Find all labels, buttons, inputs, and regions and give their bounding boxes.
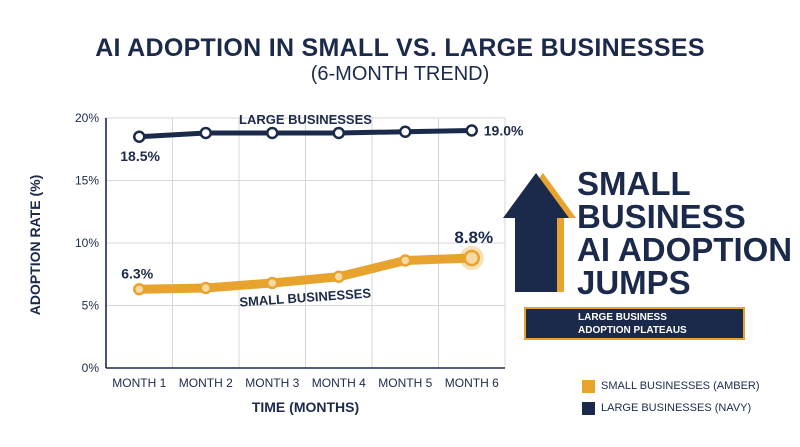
data-label-small-first: 6.3% bbox=[121, 265, 153, 281]
legend-item-small: SMALL BUSINESSES (AMBER) bbox=[582, 375, 760, 397]
data-point-small bbox=[463, 249, 480, 267]
y-tick-label: 0% bbox=[82, 361, 100, 375]
data-point-large bbox=[266, 126, 279, 140]
x-tick-label: MONTH 2 bbox=[179, 376, 233, 390]
up-arrow-icon bbox=[503, 173, 569, 292]
data-point-large bbox=[465, 124, 478, 137]
callout-headline-line: JUMPS bbox=[577, 264, 691, 301]
chart-title: AI ADOPTION IN SMALL VS. LARGE BUSINESSE… bbox=[95, 34, 705, 62]
callout-headline-line: AI ADOPTION bbox=[577, 231, 793, 268]
callout-note-box: LARGE BUSINESS ADOPTION PLATEAUS bbox=[524, 307, 745, 340]
series-line-small bbox=[134, 253, 477, 294]
callout-headline: SMALL BUSINESS AI ADOPTION JUMPS bbox=[577, 165, 793, 301]
data-point-large bbox=[332, 126, 345, 140]
data-label-small-last: 8.8% bbox=[454, 228, 493, 247]
series-line-large bbox=[136, 128, 475, 140]
data-label-large-first: 18.5% bbox=[120, 148, 160, 164]
callout-note-line: LARGE BUSINESS bbox=[578, 312, 667, 323]
x-tick-label: MONTH 3 bbox=[245, 376, 299, 390]
data-point-small bbox=[199, 281, 212, 295]
x-tick-label: MONTH 5 bbox=[378, 376, 432, 390]
callout-note-line: ADOPTION PLATEAUS bbox=[578, 325, 687, 336]
series-label-large: LARGE BUSINESSES bbox=[239, 112, 372, 127]
y-axis-title: ADOPTION RATE (%) bbox=[27, 175, 43, 316]
x-tick-label: MONTH 1 bbox=[112, 376, 166, 390]
x-tick-label: MONTH 4 bbox=[312, 376, 366, 390]
data-label-large-last: 19.0% bbox=[484, 123, 524, 139]
y-tick-label: 10% bbox=[75, 236, 99, 250]
legend-label: LARGE BUSINESSES (NAVY) bbox=[601, 402, 752, 414]
data-point-small bbox=[332, 270, 345, 283]
legend-swatch-amber bbox=[582, 379, 595, 393]
data-point-large bbox=[133, 130, 146, 143]
x-axis-title: TIME (MONTHS) bbox=[252, 399, 359, 415]
chart-subtitle: (6-MONTH TREND) bbox=[310, 63, 490, 85]
y-tick-label: 5% bbox=[82, 299, 100, 313]
callout-headline-line: BUSINESS bbox=[577, 198, 746, 235]
data-point-large bbox=[399, 125, 412, 138]
data-point-large bbox=[199, 126, 212, 140]
callout-headline-line: SMALL bbox=[577, 165, 691, 202]
y-tick-label: 20% bbox=[75, 111, 99, 125]
legend-swatch-navy bbox=[582, 401, 595, 415]
data-point-small bbox=[133, 283, 146, 296]
legend-label: SMALL BUSINESSES (AMBER) bbox=[601, 380, 760, 392]
x-tick-label: MONTH 6 bbox=[445, 376, 499, 390]
legend: SMALL BUSINESSES (AMBER) LARGE BUSINESSE… bbox=[582, 375, 760, 419]
y-tick-label: 15% bbox=[75, 174, 99, 188]
legend-item-large: LARGE BUSINESSES (NAVY) bbox=[582, 397, 760, 419]
data-point-small bbox=[399, 254, 412, 267]
data-point-small bbox=[266, 276, 279, 290]
